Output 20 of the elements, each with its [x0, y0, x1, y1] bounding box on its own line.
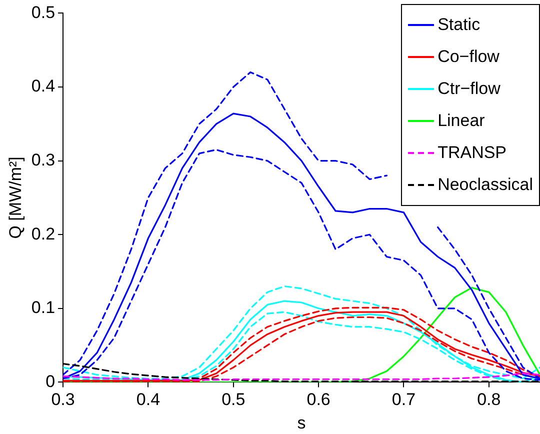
y-tick-label: 0.5	[31, 2, 56, 22]
x-axis-title: s	[297, 413, 306, 432]
x-tick-label: 0.7	[392, 390, 416, 410]
x-tick-label: 0.4	[136, 390, 160, 410]
x-tick-label: 0.8	[477, 390, 501, 410]
y-tick-label: 0	[46, 372, 56, 391]
y-tick-label: 0.3	[31, 150, 56, 170]
y-tick-label: 0.1	[31, 298, 56, 318]
y-tick-label: 0.4	[31, 76, 56, 96]
legend-label: Co−flow	[438, 46, 500, 68]
x-tick-label: 0.5	[222, 390, 246, 410]
y-axis-title: Q [MW/m²]	[6, 156, 25, 239]
legend-label: TRANSP	[438, 142, 507, 164]
legend-label: Ctr−flow	[438, 78, 500, 100]
y-tick-label: 0.2	[31, 224, 56, 244]
x-tick-label: 0.6	[306, 390, 330, 410]
legend-label: Linear	[438, 110, 485, 132]
legend-label: Neoclassical	[438, 174, 533, 196]
legend-label: Static	[438, 14, 480, 36]
x-tick-label: 0.3	[51, 390, 75, 410]
